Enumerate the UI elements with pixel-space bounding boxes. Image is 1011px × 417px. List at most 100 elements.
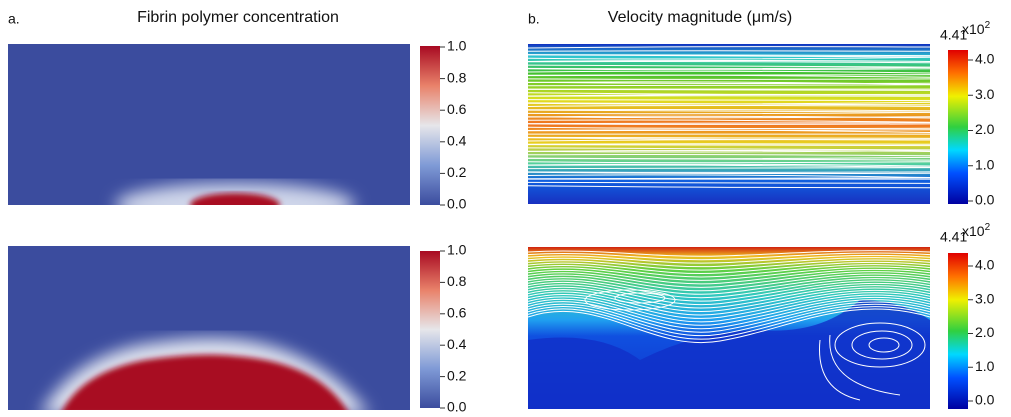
streamline — [528, 56, 930, 60]
streamline — [528, 119, 930, 123]
streamline — [528, 308, 930, 343]
tick-label: 1.0 — [447, 38, 467, 54]
streamline — [528, 74, 930, 77]
streamline — [528, 252, 930, 261]
velocity-field — [528, 247, 930, 409]
streamline — [528, 278, 930, 299]
panel-label: b. — [528, 11, 540, 27]
exponent: 2 — [985, 20, 991, 31]
streamline — [528, 257, 930, 268]
streamline — [528, 70, 930, 74]
multiplier-base: x10 — [962, 223, 985, 239]
streamline — [528, 129, 930, 132]
heatmap — [8, 44, 410, 205]
streamline — [528, 54, 930, 58]
streamline — [528, 301, 930, 333]
streamline — [528, 105, 930, 107]
streamline — [528, 177, 930, 180]
streamline — [528, 275, 930, 295]
colorbar — [420, 251, 440, 408]
streamline — [528, 94, 930, 97]
streamline — [528, 289, 930, 316]
tick-label: 0.8 — [447, 273, 467, 289]
streamline — [528, 115, 930, 119]
streamline — [528, 303, 930, 337]
multiplier: x102 — [962, 222, 991, 239]
tick-label: 4.0 — [975, 51, 995, 67]
streamline — [528, 101, 930, 105]
streamline — [528, 292, 930, 319]
streamline — [528, 261, 930, 274]
streamline — [528, 123, 930, 125]
colorbar — [948, 253, 968, 409]
streamline — [528, 66, 930, 70]
streamline — [528, 250, 930, 257]
velocity-field — [528, 44, 930, 204]
tick-label: 0.4 — [447, 336, 467, 352]
streamline — [528, 254, 930, 264]
streamline — [528, 299, 930, 330]
tick-label: 0.6 — [447, 305, 467, 321]
streamline — [528, 174, 930, 178]
streamline — [528, 143, 930, 145]
streamline — [528, 271, 930, 288]
streamline — [528, 161, 930, 164]
streamline — [528, 136, 930, 139]
streamline — [528, 282, 930, 306]
colorbar — [948, 50, 968, 204]
streamline — [528, 64, 930, 68]
tick-label: 0.8 — [447, 69, 467, 85]
streamline — [528, 150, 930, 152]
streamline — [528, 46, 930, 49]
streamline — [528, 95, 930, 97]
tick-label: 0.6 — [447, 101, 467, 117]
tick-label: 0.0 — [447, 196, 467, 212]
panel-title: Fibrin polymer concentration — [137, 9, 339, 26]
streamline — [528, 122, 930, 125]
streamline — [528, 185, 930, 189]
streamline — [528, 50, 930, 52]
tick-label: 0.0 — [447, 399, 467, 415]
streamline — [528, 171, 930, 173]
streamline — [528, 108, 930, 112]
streamline — [528, 126, 930, 130]
tick-label: 4.0 — [975, 257, 995, 273]
tick-label: 3.0 — [975, 86, 995, 102]
tick-label: 0.2 — [447, 164, 467, 180]
colorbar — [420, 46, 440, 205]
streamline — [528, 68, 930, 71]
streamline — [528, 181, 930, 184]
streamline — [528, 264, 930, 278]
streamline — [528, 60, 930, 62]
tick-label: 3.0 — [975, 290, 995, 306]
streamline — [528, 147, 930, 151]
streamline — [528, 139, 930, 142]
streamline — [528, 153, 930, 157]
multiplier-base: x10 — [962, 21, 985, 37]
max-label: 4.41 — [940, 27, 967, 43]
exponent: 2 — [985, 222, 991, 233]
tick-label: 0.4 — [447, 133, 467, 149]
streamline — [528, 296, 930, 326]
tick-label: 0.2 — [447, 367, 467, 383]
streamline — [528, 81, 930, 85]
streamline — [528, 84, 930, 87]
streamline — [528, 266, 930, 281]
tick-label: 2.0 — [975, 121, 995, 137]
streamline — [528, 294, 930, 323]
tick-label: 1.0 — [975, 358, 995, 374]
streamline — [528, 109, 930, 113]
tick-label: 0.0 — [975, 192, 995, 208]
streamline — [528, 99, 930, 102]
streamline — [528, 280, 930, 302]
streamline — [528, 167, 930, 170]
streamline — [528, 156, 930, 160]
panel-label: a. — [8, 11, 20, 27]
tick-label: 0.0 — [975, 392, 995, 408]
streamline — [528, 273, 930, 292]
max-label: 4.41 — [940, 229, 967, 245]
tick-label: 1.0 — [447, 242, 467, 258]
streamline — [528, 171, 930, 175]
streamline — [528, 54, 930, 57]
